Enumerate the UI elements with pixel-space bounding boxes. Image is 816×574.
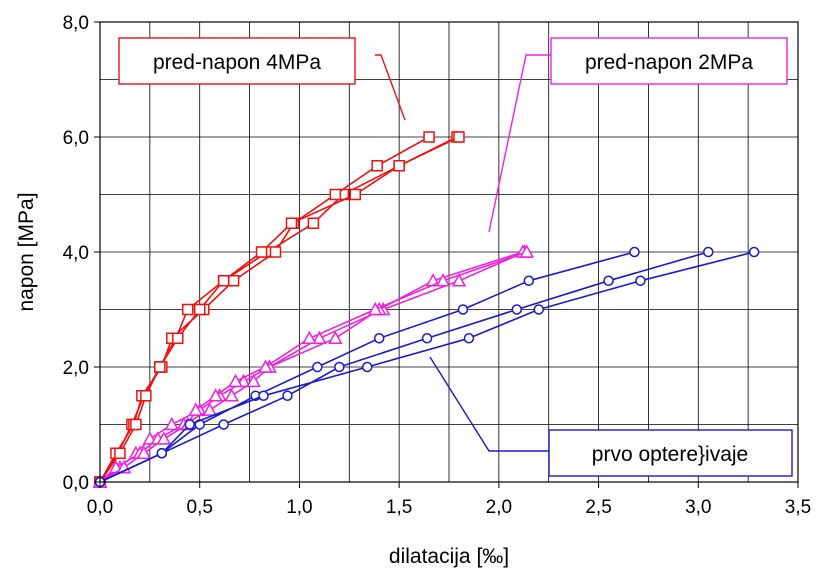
data-point-circle (312, 361, 323, 373)
x-tick-label: 1,5 (386, 497, 412, 518)
data-point-circle (748, 246, 760, 258)
annotation-label: pred-napon 4MPa (153, 51, 321, 74)
data-point-circle (218, 419, 229, 430)
data-point-square (227, 275, 240, 287)
data-point-triangle (224, 388, 239, 402)
annotation-label: pred-napon 2MPa (585, 51, 753, 74)
data-point-circle (334, 361, 345, 373)
x-tick-label: 0,0 (87, 497, 113, 518)
data-point-square (453, 131, 465, 143)
data-point-triangle (208, 388, 223, 402)
data-point-triangle (258, 359, 273, 373)
y-tick-label: 8,0 (63, 13, 89, 34)
data-point-circle (282, 390, 293, 401)
annotation-leader-line (375, 54, 406, 121)
y-tick-label: 6,0 (63, 128, 89, 149)
data-point-triangle (328, 330, 343, 344)
data-point-triangle (302, 330, 317, 344)
data-point-triangle (519, 244, 535, 258)
data-point-square (140, 390, 152, 402)
x-axis-title: dilatacija [‰] (389, 545, 509, 568)
data-point-circle (511, 304, 523, 315)
series-red-3 (94, 131, 465, 488)
annotation-blue: prvo optere}ivaje (429, 356, 793, 477)
data-point-triangle (164, 416, 180, 431)
data-point-circle (463, 333, 475, 344)
annotation-magenta: pred-napon 2MPa (488, 37, 788, 233)
x-tick-label: 2,0 (486, 497, 512, 518)
data-point-circle (156, 448, 168, 459)
y-tick-label: 2,0 (63, 358, 89, 379)
annotation-leader-line (429, 356, 549, 452)
y-tick-label: 4,0 (63, 243, 89, 264)
x-tick-label: 3,5 (785, 497, 811, 518)
data-point-circle (457, 304, 469, 315)
data-point-triangle (451, 273, 467, 287)
data-point-triangle (246, 373, 261, 388)
data-point-square (371, 160, 383, 172)
data-point-triangle (156, 431, 172, 445)
data-point-square (423, 131, 435, 143)
data-point-square (255, 246, 268, 258)
y-tick-label: 0,0 (63, 473, 89, 494)
annotation-box (548, 429, 793, 477)
annotation-box (550, 37, 788, 85)
data-point-triangle (312, 330, 327, 344)
annotation-box (118, 37, 356, 85)
data-point-triangle (202, 402, 217, 416)
data-point-circle (629, 246, 640, 258)
annotation-label: prvo optere}ivaje (592, 443, 748, 466)
data-point-circle (603, 275, 614, 286)
data-point-square (217, 275, 230, 287)
data-point-square (154, 361, 166, 373)
x-tick-label: 2,5 (585, 497, 611, 518)
data-point-triangle (188, 402, 203, 416)
y-axis-title: napon [MPa] (15, 192, 38, 311)
data-point-triangle (435, 273, 451, 287)
annotations: pred-napon 4MPa pred-napon 2MPa prvo opter… (118, 37, 793, 477)
data-point-circle (258, 390, 269, 401)
data-point-circle (533, 304, 544, 315)
data-point-circle (421, 333, 433, 344)
data-point-square (269, 246, 282, 258)
data-point-square (329, 188, 342, 201)
data-point-circle (184, 419, 195, 430)
data-point-circle (373, 333, 385, 344)
axis-ticks: 0,0 0,5 1,0 1,5 2,0 2,5 3,0 3,5 0,0 2,0 4,0 6,0 8,0 (63, 13, 812, 518)
annotation-leader-line (488, 54, 551, 233)
data-point-square (285, 217, 298, 229)
data-point-square (114, 447, 126, 459)
data-point-circle (703, 246, 714, 258)
data-point-triangle (228, 373, 243, 388)
data-point-square (193, 303, 206, 316)
data-point-square (393, 160, 405, 172)
data-point-circle (361, 361, 373, 373)
data-point-circle (635, 275, 646, 286)
data-point-square (349, 188, 362, 201)
data-point-square (130, 418, 142, 431)
x-tick-label: 1,0 (286, 497, 312, 518)
data-point-circle (523, 275, 535, 286)
data-point-triangle (367, 301, 383, 316)
data-point-square (181, 303, 194, 316)
data-point-square (172, 332, 184, 344)
data-point-square (307, 217, 320, 229)
x-tick-label: 0,5 (187, 497, 213, 518)
x-tick-label: 3,0 (685, 497, 711, 518)
annotation-red: pred-napon 4MPa (118, 37, 406, 121)
series-blue-9 (94, 246, 760, 488)
data-point-triangle (136, 445, 152, 459)
